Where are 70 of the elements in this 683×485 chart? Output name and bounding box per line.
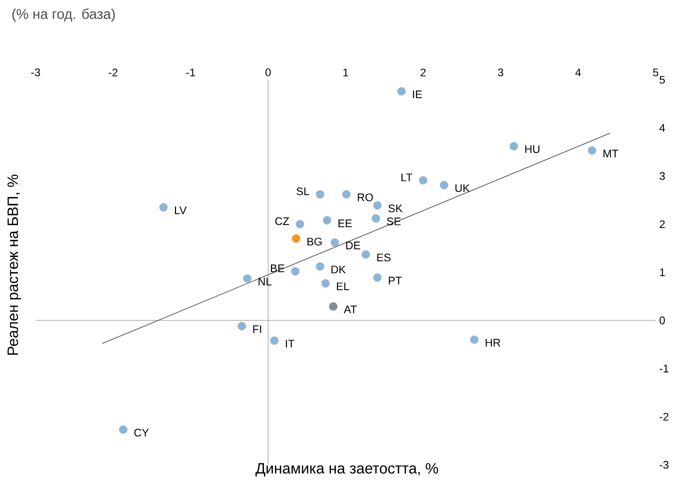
point — [322, 216, 332, 225]
point — [291, 267, 300, 276]
x-tick-label: 2 — [420, 68, 426, 76]
point — [329, 302, 338, 311]
x-axis-title: Динамика на заетостта, % — [255, 463, 438, 476]
y-tick-label: 1 — [660, 268, 665, 276]
y-tick-label: -1 — [660, 364, 668, 372]
annotation: BG — [307, 238, 322, 246]
annotation: PT — [388, 276, 402, 284]
annotation: RO — [358, 193, 373, 202]
y-tick-label: 0 — [660, 316, 665, 324]
y-tick-label: 2 — [660, 220, 665, 228]
annotation: FI — [253, 325, 262, 333]
point — [440, 180, 448, 190]
point — [119, 425, 128, 434]
text: (% на год. база) — [12, 8, 115, 22]
point — [342, 190, 351, 199]
x-tick-label: 3 — [498, 68, 504, 76]
annotation: EE — [338, 220, 352, 228]
annotation: DK — [332, 266, 346, 274]
point — [159, 203, 168, 212]
annotation: LV — [174, 206, 187, 214]
annotation: HU — [525, 145, 540, 154]
x-tick-label: 0 — [266, 68, 271, 76]
x-tick-label: 4 — [575, 68, 581, 76]
annotation: CZ — [275, 217, 290, 226]
point — [316, 262, 324, 271]
point — [373, 201, 382, 210]
annotation: SK — [388, 204, 403, 212]
y-tick-label: 3 — [660, 172, 665, 180]
annotation: IT — [286, 340, 294, 348]
point — [238, 322, 246, 330]
annotation: NL — [258, 278, 272, 286]
annotation: IE — [413, 90, 422, 98]
point — [270, 336, 279, 345]
point — [588, 146, 596, 155]
y-tick-label: 5 — [660, 76, 665, 84]
annotation: LT — [402, 174, 412, 182]
x-tick-label: -2 — [108, 68, 118, 76]
point — [372, 214, 380, 223]
point — [316, 190, 324, 199]
x-tick-label: 1 — [343, 68, 348, 76]
x-tick-label: 5 — [653, 68, 658, 76]
annotation: AT — [344, 306, 357, 314]
point — [397, 87, 406, 96]
annotation: HR — [486, 338, 500, 346]
y-tick-label: -3 — [660, 460, 668, 469]
annotation: SL — [296, 187, 310, 196]
point — [292, 234, 300, 243]
point — [470, 335, 478, 344]
point — [321, 279, 330, 288]
annotation: MT — [604, 150, 618, 158]
y-tick-label: 4 — [659, 124, 665, 132]
x-tick-label: -3 — [31, 68, 40, 76]
y-axis-title: Реален растеж на БВП, % — [8, 174, 22, 355]
point — [296, 220, 304, 228]
x-tick-label: -1 — [186, 68, 196, 76]
annotation: ES — [377, 254, 390, 262]
annotation: CY — [134, 428, 149, 437]
annotation: EL — [336, 282, 350, 290]
point — [362, 250, 370, 259]
point — [330, 238, 339, 247]
point — [243, 274, 252, 283]
annotation: BE — [270, 264, 284, 272]
annotation: UK — [455, 184, 470, 192]
point — [418, 176, 428, 185]
point — [373, 273, 382, 282]
annotation: DE — [346, 242, 360, 250]
point — [510, 142, 518, 150]
y-tick-label: -2 — [660, 412, 668, 421]
